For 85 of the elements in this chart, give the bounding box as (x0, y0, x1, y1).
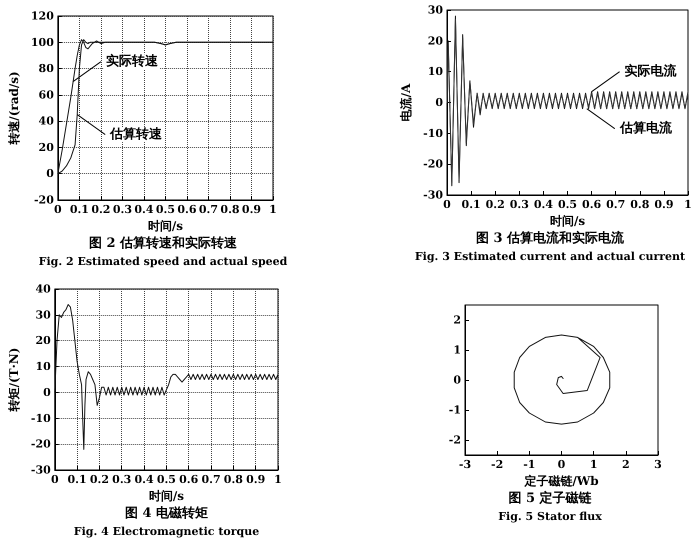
y-tick-label: 10 (35, 360, 52, 374)
y-tick-label: -1 (448, 404, 461, 416)
x-tick-label: 0.3 (112, 473, 132, 486)
x-tick-label: 0.6 (179, 473, 199, 486)
x-tick-label: 1 (274, 473, 282, 486)
annotation: 估算电流 (618, 120, 673, 136)
y-tick-label: 100 (30, 36, 54, 49)
y-tick-label: 0 (435, 96, 444, 109)
y-tick-label: 2 (453, 314, 461, 326)
x-tick-label: 0.2 (486, 198, 505, 211)
y-tick-label: 0 (453, 374, 462, 386)
x-axis-title: 时间/s (148, 489, 184, 503)
x-tick-label: 0.5 (156, 203, 175, 216)
y-tick-label: 30 (35, 308, 52, 322)
x-tick-label: 0.4 (134, 473, 154, 486)
text: Fig. 2 Estimated speed and actual speed (38, 255, 288, 268)
x-tick-label: 0.8 (220, 203, 240, 216)
y-tick-label: 10 (428, 65, 444, 78)
text: 图 2 估算转速和实际转速 (88, 235, 238, 251)
y-tick-label: 20 (35, 334, 52, 348)
y-tick-label: -20 (30, 438, 52, 451)
x-tick-label: 1 (269, 203, 277, 216)
text: Fig. 5 Stator flux (498, 510, 602, 523)
x-tick-label: 0.5 (558, 198, 578, 211)
y-tick-label: -10 (423, 126, 444, 140)
x-tick-label: -2 (491, 458, 504, 471)
x-tick-label: 0.1 (70, 203, 89, 216)
y-tick-label: -30 (423, 188, 444, 202)
x-tick-label: 0 (558, 458, 566, 471)
text: 图 3 估算电流和实际电流 (476, 230, 626, 246)
y-tick-label: 80 (38, 62, 54, 76)
text: 图 5 定子磁链 (508, 490, 593, 506)
x-tick-label: 0.6 (582, 198, 602, 211)
x-tick-label: 0.8 (224, 473, 244, 486)
y-axis-title: 转速/(rad/s) (7, 71, 21, 146)
annotation: 实际电流 (624, 63, 678, 80)
y-axis-title: 电流/A (399, 82, 414, 122)
x-tick-label: 0.9 (654, 198, 674, 211)
annotation: 实际转速 (106, 53, 159, 70)
y-tick-label: 120 (30, 10, 54, 22)
y-tick-label: -20 (423, 158, 444, 171)
text: Fig. 3 Estimated current and actual current (414, 250, 686, 263)
y-tick-label: -30 (30, 464, 52, 476)
annotation: 估算转速 (109, 127, 164, 142)
text: Fig. 4 Electromagnetic torque (74, 525, 260, 538)
x-tick-label: 0.4 (134, 203, 154, 216)
x-tick-label: 0.7 (606, 198, 626, 211)
y-tick-label: 40 (35, 282, 52, 296)
text: 图 4 电磁转矩 (124, 506, 208, 521)
y-axis-title: 转矩/(T·N) (7, 348, 21, 412)
y-tick-label: 20 (38, 140, 54, 154)
x-axis-title: 时间/s (550, 214, 586, 228)
x-tick-label: 0.6 (177, 203, 197, 216)
x-tick-label: 0.8 (630, 198, 650, 211)
y-tick-label: -10 (30, 412, 52, 425)
x-tick-label: -3 (458, 458, 472, 471)
x-axis-title: 定子磁链/Wb (523, 474, 599, 488)
x-tick-label: 0 (54, 203, 62, 216)
x-tick-label: 0.2 (90, 473, 109, 486)
x-tick-label: 0.1 (68, 473, 87, 486)
x-tick-label: 0.5 (156, 473, 176, 486)
x-tick-label: -1 (523, 458, 536, 471)
y-tick-label: 20 (428, 34, 444, 48)
y-tick-label: -2 (448, 434, 461, 446)
x-tick-label: 1 (590, 458, 598, 471)
x-tick-label: 0.1 (462, 198, 481, 211)
x-tick-label: 0.2 (91, 203, 110, 216)
y-tick-label: -20 (34, 194, 54, 206)
x-tick-label: 0.9 (242, 203, 262, 216)
x-tick-label: 2 (622, 458, 630, 471)
y-tick-label: 60 (38, 88, 54, 102)
x-tick-label: 0.7 (201, 473, 221, 486)
x-tick-label: 0.3 (112, 203, 132, 216)
y-tick-label: 1 (453, 344, 461, 356)
y-tick-label: 30 (428, 4, 444, 16)
y-tick-label: 0 (43, 386, 52, 399)
x-axis-title: 时间/s (148, 219, 184, 233)
x-tick-label: 3 (654, 458, 662, 471)
x-tick-label: 1 (684, 198, 692, 211)
x-tick-label: 0.7 (198, 203, 218, 216)
x-tick-label: 0.4 (534, 198, 554, 211)
y-tick-label: 40 (38, 114, 54, 128)
x-tick-label: 0.3 (510, 198, 529, 211)
x-tick-label: 0.9 (246, 473, 266, 486)
y-tick-label: 0 (46, 167, 54, 180)
